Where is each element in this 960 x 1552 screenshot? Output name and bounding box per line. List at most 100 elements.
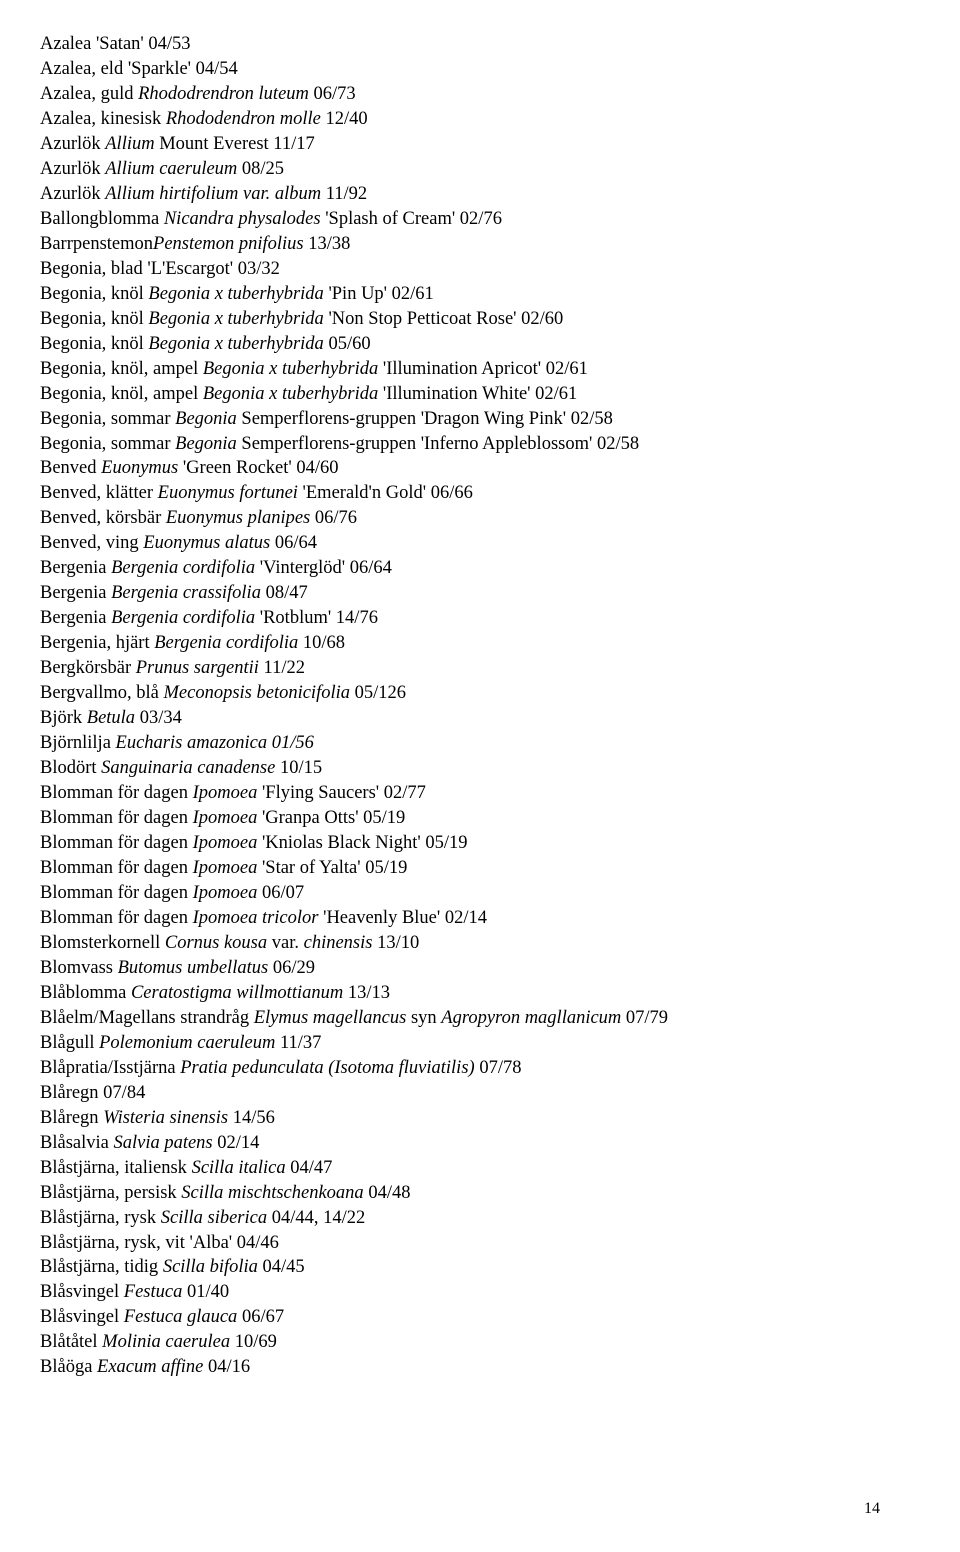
entry-text: Blåelm/Magellans strandråg xyxy=(40,1008,254,1028)
latin-name: Scilla siberica xyxy=(161,1208,267,1228)
latin-name: Festuca glauca xyxy=(124,1307,238,1327)
entry-text: Bergkörsbär xyxy=(40,658,136,678)
plant-entry: Blomman för dagen Ipomoea 'Flying Saucer… xyxy=(40,781,920,806)
latin-name: Euonymus fortunei xyxy=(158,483,298,503)
entry-text: 10/15 xyxy=(275,758,322,778)
latin-name: Pratia pedunculata (Isotoma fluviatilis) xyxy=(180,1058,474,1078)
entry-text: 'Heavenly Blue' 02/14 xyxy=(318,908,487,928)
plant-entry: Blåblomma Ceratostigma willmottianum 13/… xyxy=(40,981,920,1006)
entry-text: Björk xyxy=(40,708,87,728)
latin-name: Sanguinaria canadense xyxy=(101,758,275,778)
latin-name: Scilla italica xyxy=(192,1158,286,1178)
latin-name: Bergenia cordifolia xyxy=(111,558,255,578)
plant-entry: Blomman för dagen Ipomoea tricolor 'Heav… xyxy=(40,906,920,931)
entry-text: 06/07 xyxy=(257,883,304,903)
entry-text: 'Flying Saucers' 02/77 xyxy=(257,783,426,803)
latin-name: Ipomoea xyxy=(193,783,258,803)
latin-name: Allium xyxy=(105,134,154,154)
plant-entry: Blåelm/Magellans strandråg Elymus magell… xyxy=(40,1006,920,1031)
entry-text: Bergenia, hjärt xyxy=(40,633,154,653)
plant-entry: Azalea, guld Rhododrendron luteum 06/73 xyxy=(40,82,920,107)
plant-entry: Bergkörsbär Prunus sargentii 11/22 xyxy=(40,656,920,681)
entry-text: Begonia, sommar xyxy=(40,434,175,454)
entry-text: Bergvallmo, blå xyxy=(40,683,163,703)
entry-text: Semperflorens-gruppen 'Inferno Appleblos… xyxy=(237,434,639,454)
entry-text: Blåblomma xyxy=(40,983,131,1003)
entry-text: Azalea, kinesisk xyxy=(40,109,166,129)
plant-entry: Blåöga Exacum affine 04/16 xyxy=(40,1355,920,1380)
entry-text: Begonia, knöl xyxy=(40,334,148,354)
latin-name: Wisteria sinensis xyxy=(103,1108,228,1128)
entry-text: 'Green Rocket' 04/60 xyxy=(178,458,338,478)
entry-text: Bergenia xyxy=(40,583,111,603)
entry-text: 'Non Stop Petticoat Rose' 02/60 xyxy=(324,309,563,329)
entry-text: Blåregn xyxy=(40,1108,103,1128)
latin-name: Begonia x tuberhybrida xyxy=(148,334,323,354)
latin-name: Begonia x tuberhybrida xyxy=(203,359,378,379)
entry-text: 'Kniolas Black Night' 05/19 xyxy=(257,833,467,853)
entry-text: 'Pin Up' 02/61 xyxy=(324,284,434,304)
plant-entry: Benved, körsbär Euonymus planipes 06/76 xyxy=(40,506,920,531)
plant-entry: Blodört Sanguinaria canadense 10/15 xyxy=(40,756,920,781)
entry-text: Blåstjärna, persisk xyxy=(40,1183,181,1203)
entry-text: Blåpratia/Isstjärna xyxy=(40,1058,180,1078)
latin-name: Festuca xyxy=(124,1282,183,1302)
plant-entry: BarrpenstemonPenstemon pnifolius 13/38 xyxy=(40,232,920,257)
entry-text: 06/64 xyxy=(270,533,317,553)
entry-text: 08/25 xyxy=(237,159,284,179)
plant-entry: Blomman för dagen Ipomoea 06/07 xyxy=(40,881,920,906)
page-number: 14 xyxy=(864,1498,880,1520)
entry-text: 13/10 xyxy=(372,933,419,953)
entry-text: Blåsvingel xyxy=(40,1307,124,1327)
entry-text: 04/45 xyxy=(258,1257,305,1277)
latin-name: Begonia x tuberhybrida xyxy=(203,384,378,404)
entry-text: 'Granpa Otts' 05/19 xyxy=(257,808,405,828)
plant-entry: Benved, ving Euonymus alatus 06/64 xyxy=(40,531,920,556)
entry-text: 06/73 xyxy=(309,84,356,104)
plant-entry: Blåpratia/Isstjärna Pratia pedunculata (… xyxy=(40,1056,920,1081)
plant-entry: Ballongblomma Nicandra physalodes 'Splas… xyxy=(40,207,920,232)
entry-text: Blomsterkornell xyxy=(40,933,165,953)
entry-text: Bergenia xyxy=(40,558,111,578)
entry-text: Begonia, sommar xyxy=(40,409,175,429)
latin-name: Allium hirtifolium var. album xyxy=(105,184,321,204)
entry-text: 10/69 xyxy=(230,1332,277,1352)
latin-name: Salvia patens xyxy=(113,1133,212,1153)
entry-text: Benved xyxy=(40,458,101,478)
entry-text: Begonia, knöl, ampel xyxy=(40,359,203,379)
entry-text: 12/40 xyxy=(321,109,368,129)
plant-entry: Bergenia Bergenia crassifolia 08/47 xyxy=(40,581,920,606)
latin-name: Exacum affine xyxy=(97,1357,203,1377)
entry-text: Björnlilja xyxy=(40,733,116,753)
entry-text: Azalea, guld xyxy=(40,84,138,104)
entry-text: 06/29 xyxy=(268,958,315,978)
latin-name: Euonymus xyxy=(101,458,178,478)
entry-text: 13/38 xyxy=(304,234,351,254)
entry-text: syn xyxy=(406,1008,441,1028)
plant-entry: Begonia, knöl Begonia x tuberhybrida 05/… xyxy=(40,332,920,357)
entry-text: Begonia, blad 'L'Escargot' 03/32 xyxy=(40,259,280,279)
entry-text: Blåsvingel xyxy=(40,1282,124,1302)
latin-name: Euonymus alatus xyxy=(143,533,270,553)
entry-text: Blomman för dagen xyxy=(40,808,193,828)
entry-text: Blåstjärna, rysk, vit 'Alba' 04/46 xyxy=(40,1233,279,1253)
plant-entry: Begonia, sommar Begonia Semperflorens-gr… xyxy=(40,432,920,457)
plant-entry: Blåregn Wisteria sinensis 14/56 xyxy=(40,1106,920,1131)
latin-name: Meconopsis betonicifolia xyxy=(163,683,350,703)
entry-text: Semperflorens-gruppen 'Dragon Wing Pink'… xyxy=(237,409,613,429)
entry-text: Barrpenstemon xyxy=(40,234,153,254)
entry-text: Blåsalvia xyxy=(40,1133,113,1153)
plant-entry: Begonia, knöl Begonia x tuberhybrida 'No… xyxy=(40,307,920,332)
entry-text: 06/76 xyxy=(310,508,357,528)
entry-text: Ballongblomma xyxy=(40,209,164,229)
plant-entry: Benved Euonymus 'Green Rocket' 04/60 xyxy=(40,456,920,481)
entry-text: Azalea, eld 'Sparkle' 04/54 xyxy=(40,59,238,79)
entry-text: 01/40 xyxy=(182,1282,229,1302)
entry-text: 10/68 xyxy=(298,633,345,653)
entry-text: Azurlök xyxy=(40,134,105,154)
plant-entry: Begonia, knöl, ampel Begonia x tuberhybr… xyxy=(40,357,920,382)
plant-entry: Begonia, knöl, ampel Begonia x tuberhybr… xyxy=(40,382,920,407)
entry-text: Blomman för dagen xyxy=(40,833,193,853)
latin-name: Ipomoea xyxy=(193,858,258,878)
latin-name: Elymus magellancus xyxy=(254,1008,407,1028)
